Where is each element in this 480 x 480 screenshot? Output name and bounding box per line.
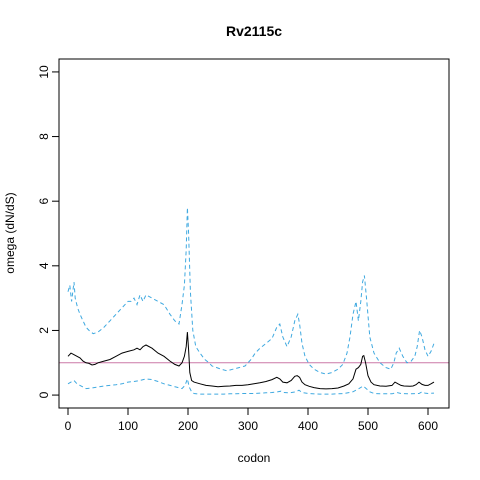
y-tick-label: 2 [37,327,51,334]
y-tick-label: 4 [37,262,51,269]
lower-series-line [67,377,435,395]
x-tick-label: 400 [298,419,318,433]
y-tick-label: 6 [37,198,51,205]
y-tick-label: 10 [37,65,51,79]
x-tick-label: 600 [418,419,438,433]
plot-area [59,207,449,395]
x-tick-label: 500 [358,419,378,433]
y-tick-label: 8 [37,133,51,140]
y-axis-label: omega (dN/dS) [3,192,17,273]
upper-series-line [67,207,435,375]
x-axis: 0 100 200 300 400 500 600 [65,407,438,433]
y-tick-label: 0 [37,391,51,398]
x-axis-label: codon [238,451,271,465]
y-axis: 0 2 4 6 8 10 [37,65,60,398]
x-tick-label: 300 [238,419,258,433]
x-tick-label: 100 [118,419,138,433]
chart-title: Rv2115c [226,23,282,39]
mean-series-line [67,332,435,390]
x-tick-label: 200 [178,419,198,433]
x-tick-label: 0 [65,419,72,433]
